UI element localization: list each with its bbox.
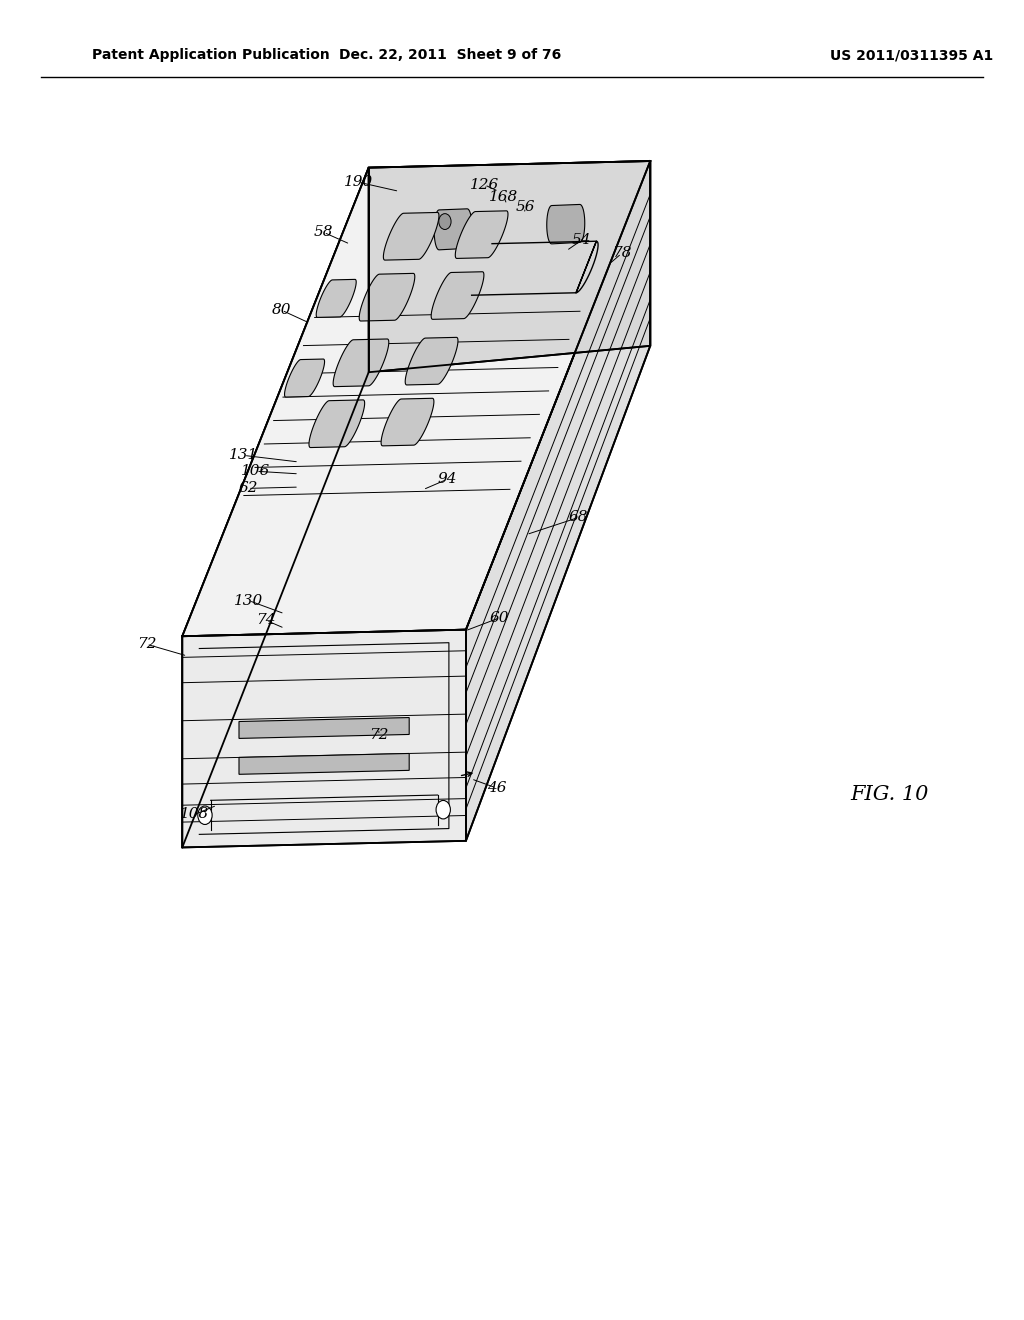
Text: 54: 54 (571, 234, 592, 247)
Text: 94: 94 (437, 473, 458, 486)
Polygon shape (383, 213, 439, 260)
Text: FIG. 10: FIG. 10 (850, 785, 929, 804)
Circle shape (436, 800, 451, 818)
Text: 74: 74 (256, 614, 276, 627)
Polygon shape (406, 338, 458, 385)
Text: 72: 72 (369, 729, 389, 742)
Polygon shape (182, 630, 466, 847)
Text: 72: 72 (136, 638, 157, 651)
Text: US 2011/0311395 A1: US 2011/0311395 A1 (829, 49, 993, 62)
Polygon shape (316, 280, 356, 317)
Circle shape (438, 214, 451, 230)
Polygon shape (456, 211, 508, 259)
Text: 80: 80 (271, 304, 292, 317)
Text: 168: 168 (489, 190, 518, 203)
Text: 60: 60 (489, 611, 510, 624)
Polygon shape (182, 161, 650, 636)
Text: 68: 68 (568, 511, 589, 524)
Circle shape (198, 807, 212, 825)
Polygon shape (381, 399, 434, 446)
Text: 108: 108 (180, 808, 209, 821)
Text: 131: 131 (229, 449, 258, 462)
Text: Patent Application Publication: Patent Application Publication (92, 49, 330, 62)
Polygon shape (239, 754, 410, 775)
Polygon shape (431, 272, 484, 319)
Text: 130: 130 (234, 594, 263, 607)
Text: Dec. 22, 2011  Sheet 9 of 76: Dec. 22, 2011 Sheet 9 of 76 (339, 49, 562, 62)
Polygon shape (333, 339, 389, 387)
Text: 62: 62 (238, 482, 258, 495)
Polygon shape (547, 205, 585, 244)
Text: 46: 46 (486, 781, 507, 795)
Text: 126: 126 (470, 178, 499, 191)
Text: 190: 190 (344, 176, 373, 189)
Polygon shape (369, 161, 650, 372)
Text: 56: 56 (515, 201, 536, 214)
Polygon shape (359, 273, 415, 321)
Polygon shape (434, 209, 472, 249)
Text: 58: 58 (313, 226, 334, 239)
Text: 78: 78 (611, 247, 632, 260)
Polygon shape (309, 400, 365, 447)
Polygon shape (239, 718, 410, 738)
Text: 106: 106 (242, 465, 270, 478)
Polygon shape (466, 161, 650, 841)
Polygon shape (285, 359, 325, 397)
Polygon shape (182, 168, 369, 847)
